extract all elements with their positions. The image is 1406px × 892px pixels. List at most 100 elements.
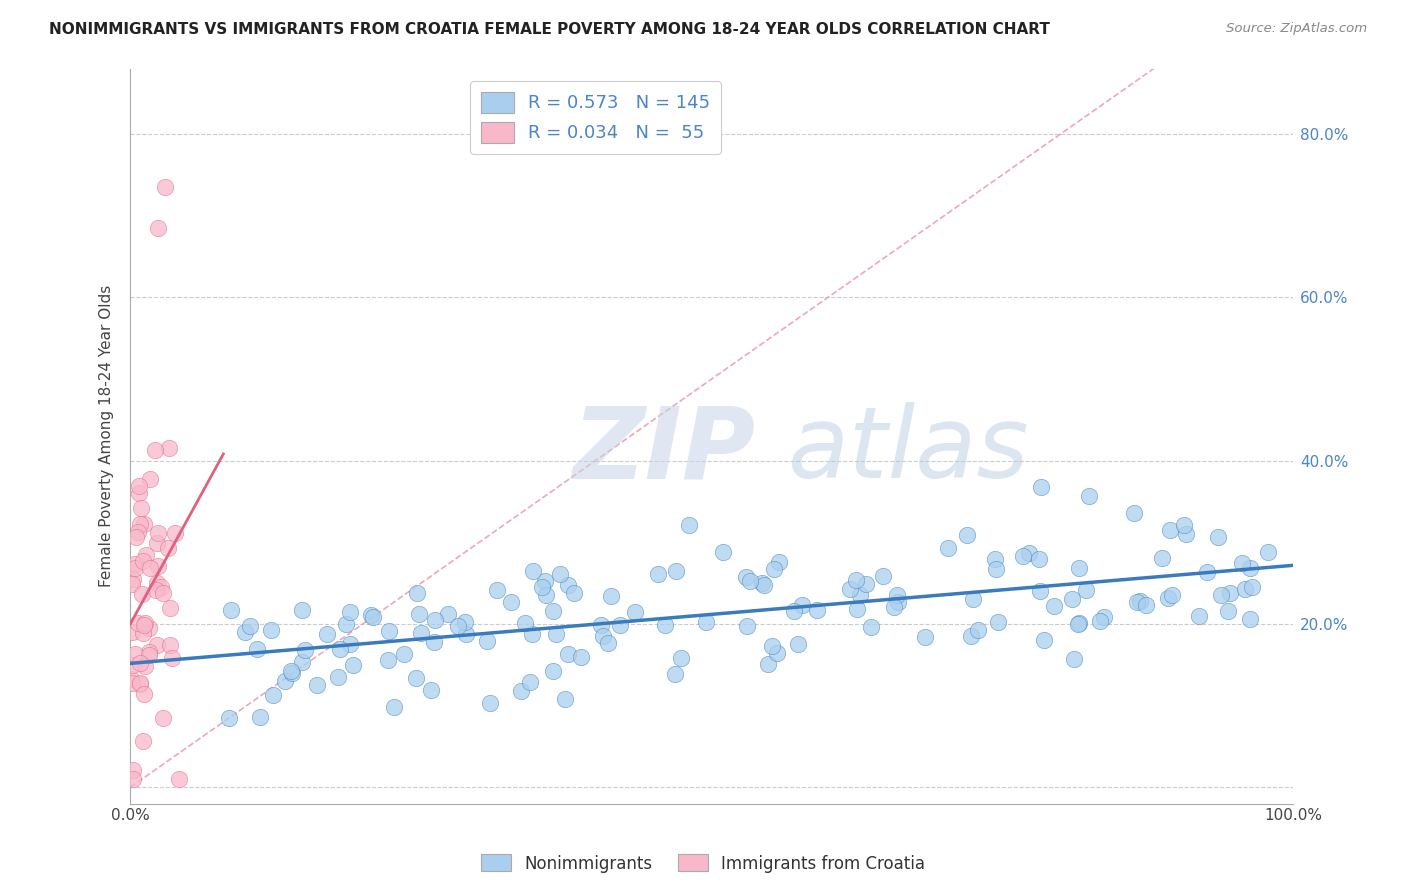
Point: [138, 645, 160, 659]
Point: [600, 589, 623, 603]
Point: [522, 564, 544, 578]
Text: Source: ZipAtlas.com: Source: ZipAtlas.com: [1226, 22, 1367, 36]
Point: [1032, 632, 1054, 647]
Point: [883, 600, 905, 615]
Point: [1092, 610, 1115, 624]
Point: [326, 670, 349, 684]
Point: [131, 734, 153, 748]
Point: [138, 621, 160, 635]
Point: [1216, 604, 1239, 618]
Point: [408, 607, 430, 621]
Point: [534, 574, 557, 589]
Point: [557, 647, 579, 661]
Point: [163, 526, 186, 541]
Point: [756, 657, 779, 671]
Point: [1206, 530, 1229, 544]
Point: [936, 541, 959, 555]
Point: [132, 625, 155, 640]
Point: [153, 180, 176, 194]
Point: [1173, 517, 1195, 532]
Point: [156, 541, 179, 555]
Point: [623, 605, 645, 619]
Point: [1197, 565, 1219, 579]
Y-axis label: Female Poverty Among 18-24 Year Olds: Female Poverty Among 18-24 Year Olds: [100, 285, 114, 587]
Point: [246, 642, 269, 657]
Point: [125, 530, 148, 544]
Point: [122, 573, 145, 587]
Point: [664, 667, 686, 681]
Point: [534, 588, 557, 602]
Point: [146, 525, 169, 540]
Point: [124, 558, 146, 572]
Point: [530, 580, 553, 594]
Point: [146, 536, 169, 550]
Point: [1159, 523, 1181, 537]
Point: [453, 615, 475, 629]
Point: [360, 608, 382, 623]
Point: [121, 676, 143, 690]
Point: [219, 603, 242, 617]
Point: [132, 687, 155, 701]
Point: [1043, 599, 1066, 613]
Point: [127, 524, 149, 539]
Point: [768, 555, 790, 569]
Point: [129, 500, 152, 515]
Point: [1067, 617, 1090, 632]
Point: [160, 650, 183, 665]
Point: [128, 478, 150, 492]
Point: [146, 559, 169, 574]
Point: [128, 485, 150, 500]
Point: [419, 682, 441, 697]
Point: [121, 576, 143, 591]
Point: [291, 656, 314, 670]
Point: [132, 516, 155, 531]
Point: [315, 627, 337, 641]
Point: [377, 624, 399, 638]
Point: [790, 598, 813, 612]
Text: ZIP: ZIP: [572, 402, 755, 500]
Point: [509, 684, 531, 698]
Point: [218, 711, 240, 725]
Point: [735, 570, 758, 584]
Point: [962, 592, 984, 607]
Point: [1076, 583, 1098, 598]
Point: [294, 643, 316, 657]
Point: [987, 615, 1010, 630]
Point: [765, 646, 787, 660]
Point: [786, 637, 808, 651]
Point: [406, 586, 429, 600]
Point: [1160, 588, 1182, 602]
Point: [887, 595, 910, 609]
Point: [422, 635, 444, 649]
Point: [291, 603, 314, 617]
Point: [139, 561, 162, 575]
Point: [1012, 549, 1035, 563]
Point: [1126, 595, 1149, 609]
Point: [159, 600, 181, 615]
Point: [1063, 652, 1085, 666]
Point: [1129, 593, 1152, 607]
Point: [146, 575, 169, 590]
Point: [124, 561, 146, 575]
Point: [146, 638, 169, 652]
Point: [169, 772, 191, 786]
Point: [249, 709, 271, 723]
Point: [751, 576, 773, 591]
Point: [124, 647, 146, 661]
Point: [519, 675, 541, 690]
Point: [127, 616, 149, 631]
Point: [654, 618, 676, 632]
Point: [839, 582, 862, 596]
Point: [447, 619, 470, 633]
Legend: Nonimmigrants, Immigrants from Croatia: Nonimmigrants, Immigrants from Croatia: [474, 847, 932, 880]
Point: [1078, 489, 1101, 503]
Point: [121, 772, 143, 786]
Point: [239, 619, 262, 633]
Point: [454, 627, 477, 641]
Point: [855, 577, 877, 591]
Point: [152, 586, 174, 600]
Point: [1152, 550, 1174, 565]
Point: [761, 639, 783, 653]
Point: [339, 637, 361, 651]
Point: [914, 630, 936, 644]
